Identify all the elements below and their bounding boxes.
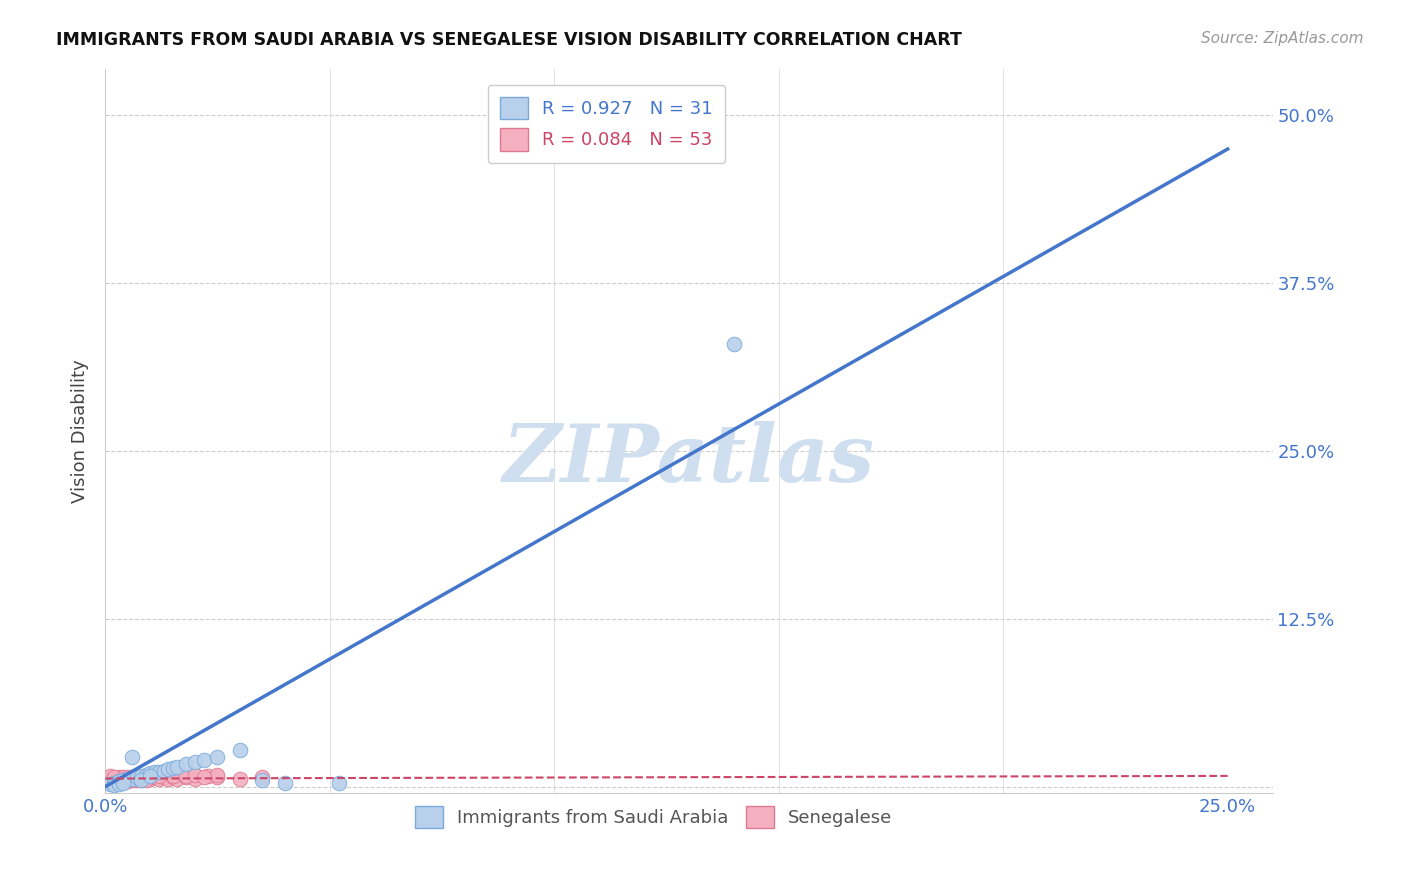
Point xyxy=(197,769,219,783)
Point xyxy=(157,772,180,786)
Point xyxy=(107,777,129,791)
Point xyxy=(135,772,157,787)
Point xyxy=(148,769,170,783)
Point xyxy=(184,767,207,781)
Point xyxy=(125,770,148,784)
Legend: Immigrants from Saudi Arabia, Senegalese: Immigrants from Saudi Arabia, Senegalese xyxy=(408,798,900,835)
Point xyxy=(184,772,207,786)
Point xyxy=(117,772,139,787)
Point xyxy=(207,750,229,764)
Point xyxy=(121,772,143,786)
Point xyxy=(107,770,129,784)
Point xyxy=(121,772,143,787)
Text: ZIPatlas: ZIPatlas xyxy=(503,421,875,499)
Point xyxy=(274,775,297,789)
Point xyxy=(103,774,125,789)
Point xyxy=(174,770,197,784)
Point xyxy=(112,775,135,789)
Point xyxy=(148,772,170,786)
Point xyxy=(328,775,350,789)
Point xyxy=(152,770,174,784)
Point xyxy=(121,772,143,786)
Point xyxy=(125,772,148,786)
Point xyxy=(129,769,152,783)
Point xyxy=(139,769,162,783)
Point xyxy=(129,772,152,787)
Point xyxy=(723,336,745,351)
Point xyxy=(135,767,157,781)
Point xyxy=(107,774,129,789)
Point xyxy=(112,770,135,784)
Point xyxy=(103,770,125,784)
Point xyxy=(117,770,139,784)
Point xyxy=(103,775,125,789)
Point xyxy=(103,772,125,786)
Point xyxy=(148,764,170,779)
Point xyxy=(229,743,252,757)
Point xyxy=(98,772,121,787)
Text: IMMIGRANTS FROM SAUDI ARABIA VS SENEGALESE VISION DISABILITY CORRELATION CHART: IMMIGRANTS FROM SAUDI ARABIA VS SENEGALE… xyxy=(56,31,962,49)
Point xyxy=(157,762,180,776)
Point xyxy=(129,772,152,786)
Point xyxy=(152,764,174,778)
Point xyxy=(162,770,184,784)
Point xyxy=(117,774,139,789)
Point xyxy=(98,774,121,789)
Point xyxy=(143,770,166,784)
Point xyxy=(107,772,129,787)
Point xyxy=(98,769,121,783)
Point xyxy=(207,770,229,784)
Point xyxy=(166,772,188,786)
Point xyxy=(121,750,143,764)
Point xyxy=(229,772,252,786)
Point xyxy=(139,770,162,784)
Point xyxy=(135,772,157,786)
Point xyxy=(103,772,125,787)
Point xyxy=(207,767,229,781)
Point xyxy=(125,770,148,784)
Point xyxy=(103,778,125,792)
Text: Source: ZipAtlas.com: Source: ZipAtlas.com xyxy=(1201,31,1364,46)
Point xyxy=(252,772,274,787)
Point xyxy=(98,777,121,791)
Point xyxy=(125,772,148,787)
Point xyxy=(117,772,139,786)
Point xyxy=(135,770,157,784)
Point xyxy=(107,772,129,786)
Point xyxy=(252,770,274,784)
Point xyxy=(162,769,184,783)
Point xyxy=(174,769,197,783)
Point xyxy=(98,772,121,786)
Point xyxy=(129,772,152,787)
Point xyxy=(112,772,135,787)
Point xyxy=(162,761,184,775)
Point xyxy=(174,756,197,771)
Point xyxy=(117,772,139,786)
Point xyxy=(112,774,135,789)
Y-axis label: Vision Disability: Vision Disability xyxy=(72,359,89,503)
Point xyxy=(112,772,135,786)
Point xyxy=(139,766,162,780)
Point xyxy=(184,756,207,770)
Point xyxy=(193,770,215,784)
Point xyxy=(143,764,166,779)
Point xyxy=(139,769,162,783)
Point xyxy=(139,772,162,786)
Point xyxy=(107,774,129,789)
Point xyxy=(193,753,215,767)
Point xyxy=(121,770,143,784)
Point xyxy=(166,759,188,773)
Point xyxy=(129,770,152,784)
Point xyxy=(112,772,135,787)
